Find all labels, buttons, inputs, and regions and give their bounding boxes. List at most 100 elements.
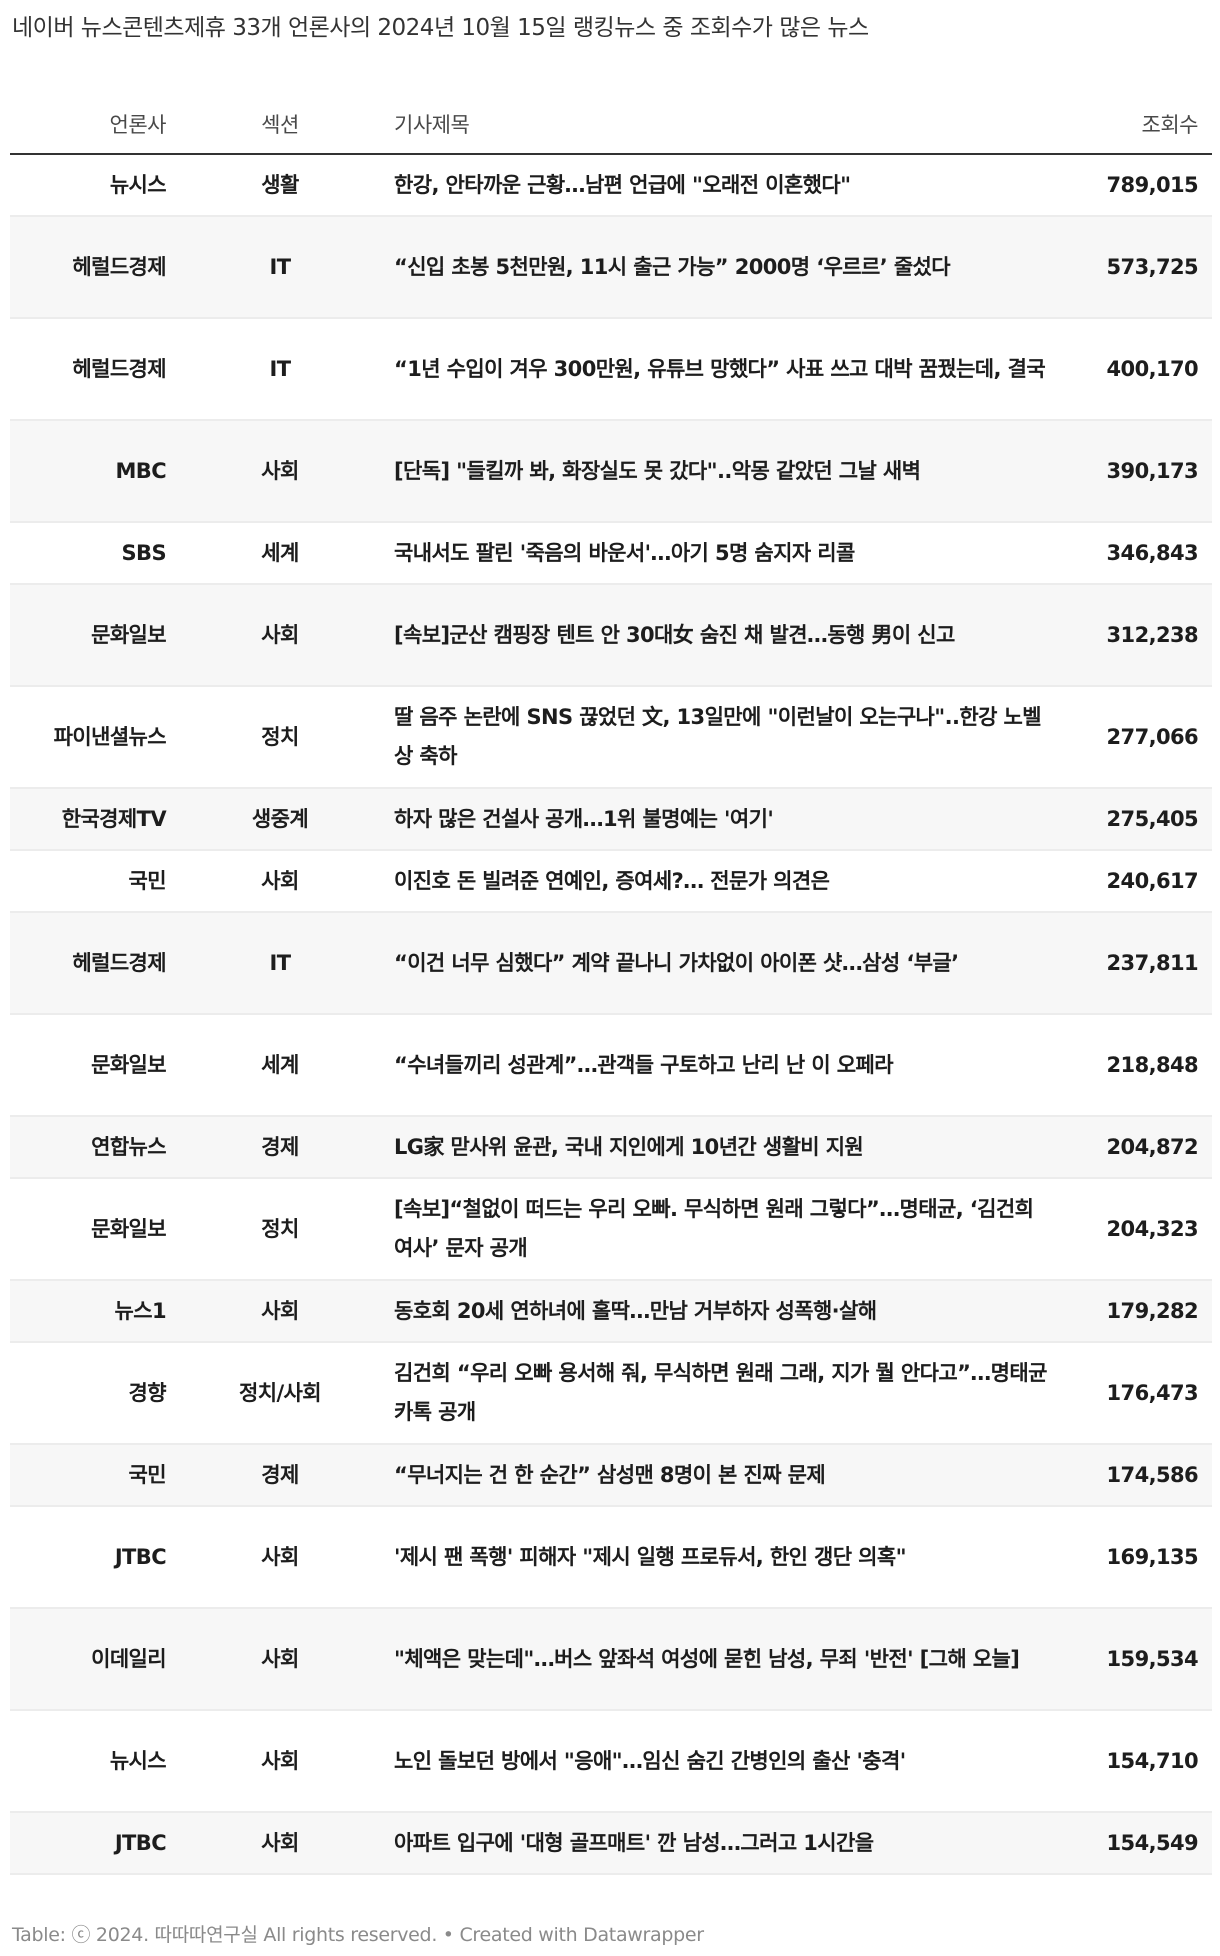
table-row: 한국경제TV 생중계 하자 많은 건설사 공개…1위 불명예는 '여기' 275,40…: [10, 788, 1212, 851]
cell-publisher: 파이낸셜뉴스: [10, 686, 167, 789]
column-header-publisher[interactable]: 언론사: [10, 95, 167, 155]
cell-publisher: 문화일보: [10, 1014, 167, 1117]
table-row: 뉴시스 사회 노인 돌보던 방에서 "응애"…임신 숨긴 간병인의 출산 '충격' 1…: [10, 1710, 1212, 1813]
cell-publisher: 뉴시스: [10, 1710, 167, 1813]
cell-section: 사회: [166, 850, 394, 913]
column-header-headline[interactable]: 기사제목: [394, 95, 1074, 155]
cell-views: 346,843: [1074, 522, 1212, 585]
cell-publisher: 헤럴드경제: [10, 318, 167, 421]
cell-section: 생중계: [166, 788, 394, 851]
table-row: 헤럴드경제 IT “신입 초봉 5천만원, 11시 출근 가능” 2000명 ‘우르…: [10, 216, 1212, 319]
cell-section: IT: [166, 912, 394, 1015]
cell-headline: '제시 팬 폭행' 피해자 "제시 일행 프로듀서, 한인 갱단 의혹": [394, 1506, 1074, 1609]
cell-headline: 동호회 20세 연하녀에 홀딱…만남 거부하자 성폭행·살해: [394, 1280, 1074, 1343]
cell-publisher: 문화일보: [10, 584, 167, 687]
cell-publisher: 뉴스1: [10, 1280, 167, 1343]
cell-headline: 딸 음주 논란에 SNS 끊었던 文, 13일만에 "이런날이 오는구나"..한…: [394, 686, 1074, 789]
cell-headline: “수녀들끼리 성관계”…관객들 구토하고 난리 난 이 오페라: [394, 1014, 1074, 1117]
table-row: JTBC 사회 '제시 팬 폭행' 피해자 "제시 일행 프로듀서, 한인 갱단 의…: [10, 1506, 1212, 1609]
cell-section: 사회: [166, 584, 394, 687]
cell-views: 204,872: [1074, 1116, 1212, 1179]
cell-views: 169,135: [1074, 1506, 1212, 1609]
cell-section: 정치: [166, 1178, 394, 1281]
cell-views: 204,323: [1074, 1178, 1212, 1281]
cell-publisher: 헤럴드경제: [10, 912, 167, 1015]
table-body: 뉴시스 생활 한강, 안타까운 근황…남편 언급에 "오래전 이혼했다" 789,01…: [10, 154, 1212, 1875]
cell-headline: “무너지는 건 한 순간” 삼성맨 8명이 본 진짜 문제: [394, 1444, 1074, 1507]
cell-section: 세계: [166, 522, 394, 585]
cell-publisher: 뉴시스: [10, 154, 167, 217]
table-row: MBC 사회 [단독] "들킬까 봐, 화장실도 못 갔다"..악몽 같았던 그날 …: [10, 420, 1212, 523]
cell-section: 사회: [166, 1710, 394, 1813]
cell-headline: “1년 수입이 겨우 300만원, 유튜브 망했다” 사표 쓰고 대박 꿈꿨는데…: [394, 318, 1074, 421]
cell-headline: 국내서도 팔린 '죽음의 바운서'…아기 5명 숨지자 리콜: [394, 522, 1074, 585]
news-ranking-table: 언론사 섹션 기사제목 조회수 뉴시스 생활 한강, 안타까운 근황…남편 언급에 …: [10, 95, 1212, 1875]
cell-section: 정치/사회: [166, 1342, 394, 1445]
table-row: 뉴스1 사회 동호회 20세 연하녀에 홀딱…만남 거부하자 성폭행·살해 179,2…: [10, 1280, 1212, 1343]
cell-section: 세계: [166, 1014, 394, 1117]
table-row: JTBC 사회 아파트 입구에 '대형 골프매트' 깐 남성…그러고 1시간을 154…: [10, 1812, 1212, 1875]
table-row: 국민 사회 이진호 돈 빌려준 연예인, 증여세?… 전문가 의견은 240,617: [10, 850, 1212, 913]
cell-views: 218,848: [1074, 1014, 1212, 1117]
cell-views: 176,473: [1074, 1342, 1212, 1445]
table-row: 이데일리 사회 "체액은 맞는데"…버스 앞좌석 여성에 묻힌 남성, 무죄 '반전…: [10, 1608, 1212, 1711]
cell-headline: [속보]“철없이 떠드는 우리 오빠. 무식하면 원래 그렇다”…명태균, ‘김…: [394, 1178, 1074, 1281]
cell-views: 390,173: [1074, 420, 1212, 523]
footer-credit: Table: ⓒ 2024. 따따따연구실 All rights reserve…: [12, 1924, 704, 1946]
table-row: 뉴시스 생활 한강, 안타까운 근황…남편 언급에 "오래전 이혼했다" 789,01…: [10, 154, 1212, 217]
cell-section: 경제: [166, 1116, 394, 1179]
cell-headline: "체액은 맞는데"…버스 앞좌석 여성에 묻힌 남성, 무죄 '반전' [그해 …: [394, 1608, 1074, 1711]
cell-views: 275,405: [1074, 788, 1212, 851]
cell-headline: 노인 돌보던 방에서 "응애"…임신 숨긴 간병인의 출산 '충격': [394, 1710, 1074, 1813]
cell-publisher: 문화일보: [10, 1178, 167, 1281]
table-row: 헤럴드경제 IT “1년 수입이 겨우 300만원, 유튜브 망했다” 사표 쓰고 …: [10, 318, 1212, 421]
cell-section: 사회: [166, 1506, 394, 1609]
cell-headline: [단독] "들킬까 봐, 화장실도 못 갔다"..악몽 같았던 그날 새벽: [394, 420, 1074, 523]
cell-publisher: 이데일리: [10, 1608, 167, 1711]
table-title: 네이버 뉴스콘텐츠제휴 33개 언론사의 2024년 10월 15일 랭킹뉴스 …: [12, 15, 869, 41]
cell-section: IT: [166, 318, 394, 421]
cell-views: 400,170: [1074, 318, 1212, 421]
cell-section: 사회: [166, 420, 394, 523]
cell-publisher: 한국경제TV: [10, 788, 167, 851]
column-header-section[interactable]: 섹션: [166, 95, 394, 155]
cell-views: 159,534: [1074, 1608, 1212, 1711]
table-row: 연합뉴스 경제 LG家 맏사위 윤관, 국내 지인에게 10년간 생활비 지원 204…: [10, 1116, 1212, 1179]
cell-views: 573,725: [1074, 216, 1212, 319]
cell-views: 237,811: [1074, 912, 1212, 1015]
cell-views: 174,586: [1074, 1444, 1212, 1507]
cell-publisher: 경향: [10, 1342, 167, 1445]
table-row: 문화일보 세계 “수녀들끼리 성관계”…관객들 구토하고 난리 난 이 오페라 218…: [10, 1014, 1212, 1117]
cell-headline: 김건희 “우리 오빠 용서해 줘, 무식하면 원래 그래, 지가 뭘 안다고”……: [394, 1342, 1074, 1445]
cell-publisher: 국민: [10, 850, 167, 913]
cell-publisher: JTBC: [10, 1812, 167, 1875]
cell-views: 312,238: [1074, 584, 1212, 687]
cell-section: 사회: [166, 1812, 394, 1875]
cell-headline: LG家 맏사위 윤관, 국내 지인에게 10년간 생활비 지원: [394, 1116, 1074, 1179]
cell-headline: 이진호 돈 빌려준 연예인, 증여세?… 전문가 의견은: [394, 850, 1074, 913]
cell-views: 179,282: [1074, 1280, 1212, 1343]
table-row: 경향 정치/사회 김건희 “우리 오빠 용서해 줘, 무식하면 원래 그래, 지가 …: [10, 1342, 1212, 1445]
cell-headline: 아파트 입구에 '대형 골프매트' 깐 남성…그러고 1시간을: [394, 1812, 1074, 1875]
cell-headline: “이건 너무 심했다” 계약 끝나니 가차없이 아이폰 샷…삼성 ‘부글’: [394, 912, 1074, 1015]
cell-views: 240,617: [1074, 850, 1212, 913]
cell-headline: 하자 많은 건설사 공개…1위 불명예는 '여기': [394, 788, 1074, 851]
cell-section: 정치: [166, 686, 394, 789]
cell-views: 154,710: [1074, 1710, 1212, 1813]
cell-section: 경제: [166, 1444, 394, 1507]
cell-headline: [속보]군산 캠핑장 텐트 안 30대女 숨진 채 발견…동행 男이 신고: [394, 584, 1074, 687]
table-row: 문화일보 정치 [속보]“철없이 떠드는 우리 오빠. 무식하면 원래 그렇다”…명…: [10, 1178, 1212, 1281]
cell-views: 277,066: [1074, 686, 1212, 789]
cell-section: IT: [166, 216, 394, 319]
header-row: 언론사 섹션 기사제목 조회수: [10, 95, 1212, 155]
column-header-views[interactable]: 조회수: [1074, 95, 1212, 155]
cell-views: 154,549: [1074, 1812, 1212, 1875]
cell-publisher: 국민: [10, 1444, 167, 1507]
cell-publisher: JTBC: [10, 1506, 167, 1609]
table-row: 헤럴드경제 IT “이건 너무 심했다” 계약 끝나니 가차없이 아이폰 샷…삼성 …: [10, 912, 1212, 1015]
cell-views: 789,015: [1074, 154, 1212, 217]
cell-publisher: MBC: [10, 420, 167, 523]
cell-headline: 한강, 안타까운 근황…남편 언급에 "오래전 이혼했다": [394, 154, 1074, 217]
table-row: 국민 경제 “무너지는 건 한 순간” 삼성맨 8명이 본 진짜 문제 174,586: [10, 1444, 1212, 1507]
cell-publisher: SBS: [10, 522, 167, 585]
